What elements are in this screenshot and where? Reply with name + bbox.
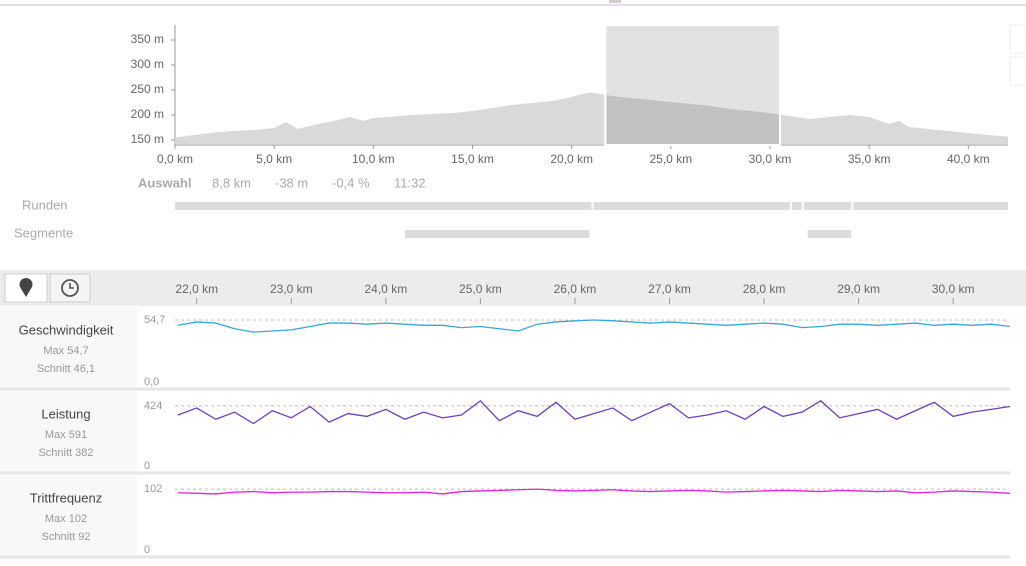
y-tick-label: 150 m: [131, 132, 164, 146]
metric-title: Leistung: [41, 406, 90, 421]
metric-line: [177, 399, 1010, 425]
x-tick-label: 23,0 km: [270, 282, 313, 296]
metric-label-panel: [0, 475, 137, 556]
metric-title: Geschwindigkeit: [19, 322, 114, 337]
lap-bar[interactable]: [175, 202, 592, 210]
x-tick-label: 30,0 km: [932, 282, 975, 296]
y-tick-label: 102: [144, 483, 162, 495]
y-tick-label: 350 m: [131, 32, 164, 46]
segment-bar[interactable]: [405, 230, 590, 238]
x-tick-label: 25,0 km: [459, 282, 502, 296]
clock-button[interactable]: [49, 273, 91, 303]
metric-line: [177, 319, 1010, 333]
metric-stat: Schnitt 46,1: [37, 363, 95, 375]
lap-bar[interactable]: [791, 202, 802, 210]
selection-label: Auswahl: [138, 175, 191, 190]
x-tick-label: 22,0 km: [175, 282, 218, 296]
elevation-area: [175, 92, 1008, 144]
segments-label: Segmente: [14, 225, 73, 240]
metric-line: [177, 488, 1010, 495]
toolbar: [0, 270, 1026, 306]
selection-time: 11:32: [394, 175, 426, 190]
metric-stat: Max 591: [45, 429, 87, 441]
lap-bar[interactable]: [593, 202, 790, 210]
metric-stat: Max 54,7: [43, 345, 88, 357]
segment-bar[interactable]: [807, 230, 852, 238]
side-tab[interactable]: [1009, 56, 1026, 86]
clock-hands: [69, 283, 74, 289]
side-tab[interactable]: [1009, 24, 1026, 54]
x-tick-label: 35,0 km: [848, 152, 891, 166]
y-tick-label: 250 m: [131, 82, 164, 96]
metric-plot-panel: [138, 307, 1010, 388]
x-tick-label: 40,0 km: [947, 152, 990, 166]
x-tick-label: 20,0 km: [550, 152, 593, 166]
metric-stat: Schnitt 92: [42, 531, 91, 543]
selection-distance: 8,8 km: [212, 175, 251, 190]
selection-elevation: -38 m: [275, 175, 308, 190]
metric-title: Trittfrequenz: [30, 490, 103, 505]
y-tick-label: 54,7: [144, 314, 165, 326]
y-tick-label: 0: [144, 460, 150, 472]
x-tick-label: 27,0 km: [648, 282, 691, 296]
x-tick-label: 26,0 km: [554, 282, 597, 296]
y-tick-label: 424: [144, 400, 162, 412]
y-tick-label: 200 m: [131, 107, 164, 121]
y-tick-label: 300 m: [131, 57, 164, 71]
elevation-area-selected: [605, 94, 780, 144]
x-tick-label: 30,0 km: [749, 152, 792, 166]
x-tick-label: 28,0 km: [743, 282, 786, 296]
pin-icon: [19, 278, 33, 297]
selection-grade: -0,4 %: [332, 175, 370, 190]
laps-label: Runden: [22, 197, 68, 212]
x-tick-label: 24,0 km: [365, 282, 408, 296]
x-tick-label: 29,0 km: [837, 282, 880, 296]
drag-handle[interactable]: [609, 0, 621, 3]
y-tick-label: 0: [144, 544, 150, 556]
pin-button[interactable]: [4, 273, 48, 303]
x-tick-label: 25,0 km: [649, 152, 692, 166]
metric-plot-panel: [138, 391, 1010, 472]
x-tick-label: 10,0 km: [352, 152, 395, 166]
metric-plot-panel: [138, 475, 1010, 556]
metric-label-panel: [0, 391, 137, 472]
lap-bar[interactable]: [803, 202, 852, 210]
lap-bar[interactable]: [853, 202, 1008, 210]
metric-stat: Max 102: [45, 513, 87, 525]
x-tick-label: 15,0 km: [451, 152, 494, 166]
clock-icon: [61, 279, 79, 297]
y-tick-label: 0,0: [144, 376, 159, 388]
metric-label-panel: [0, 307, 137, 388]
metric-stat: Schnitt 382: [38, 447, 93, 459]
x-tick-label: 5,0 km: [256, 152, 292, 166]
x-tick-label: 0,0 km: [157, 152, 193, 166]
